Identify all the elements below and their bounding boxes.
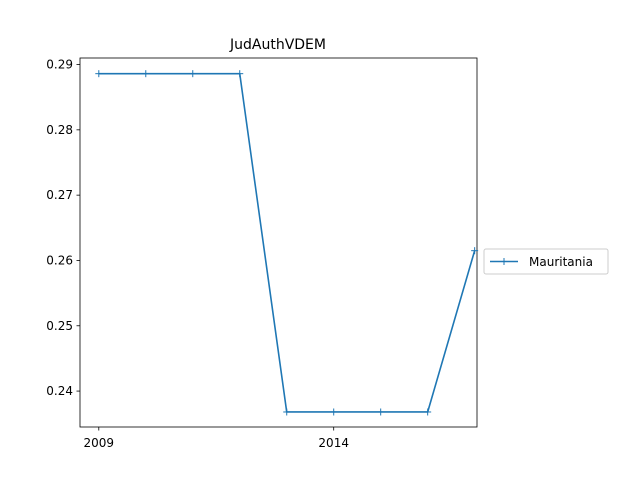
- data-point: [330, 408, 338, 416]
- x-tick-label: 2014: [318, 436, 349, 450]
- legend: Mauritania: [483, 248, 609, 275]
- data-point: [142, 70, 150, 78]
- x-tick-label: 2009: [84, 436, 115, 450]
- plot-area: 0.24 0.25 0.26 0.27 0.28 0.29 2009 2014: [46, 57, 479, 450]
- y-tick-label: 0.26: [46, 253, 73, 267]
- data-point: [189, 70, 197, 78]
- data-point: [95, 70, 103, 78]
- y-tick-label: 0.25: [46, 319, 73, 333]
- chart-title: JudAuthVDEM: [229, 37, 326, 53]
- legend-box: [483, 248, 609, 275]
- data-point: [471, 247, 479, 255]
- data-point: [236, 70, 244, 78]
- y-tick-label: 0.27: [46, 188, 73, 202]
- data-point: [377, 408, 385, 416]
- data-point: [283, 408, 291, 416]
- y-tick-label: 0.28: [46, 123, 73, 137]
- data-point: [424, 408, 432, 416]
- y-tick-label: 0.29: [46, 58, 73, 72]
- legend-label: Mauritania: [529, 255, 593, 269]
- axes-frame: [79, 57, 478, 428]
- y-tick-label: 0.24: [46, 384, 73, 398]
